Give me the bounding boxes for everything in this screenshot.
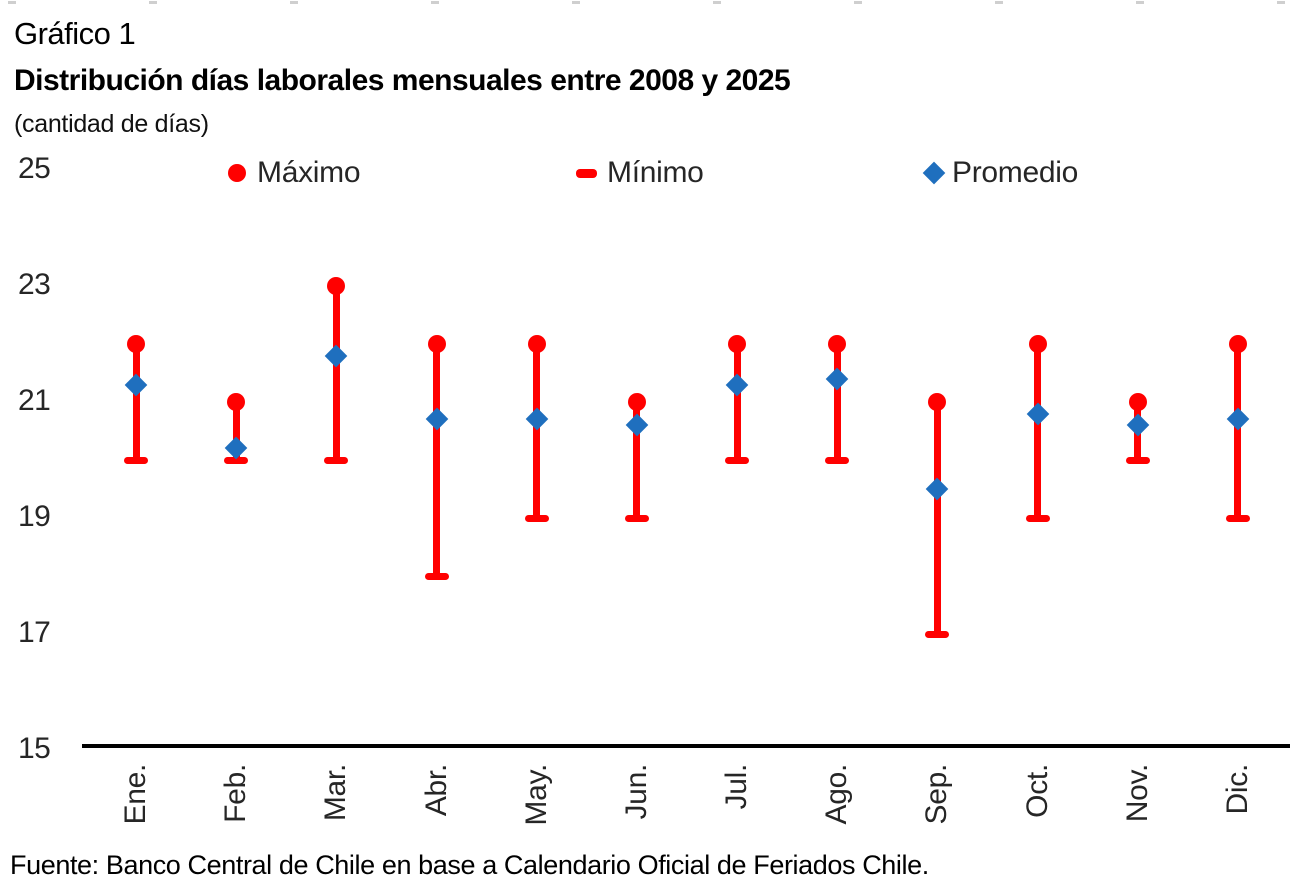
min-dash-icon — [925, 630, 950, 638]
chart-title: Distribución días laborales mensuales en… — [14, 64, 791, 97]
promedio-diamond-icon — [124, 373, 148, 396]
top-dash-mark — [431, 1, 439, 4]
promedio-diamond-icon — [425, 408, 448, 431]
x-axis-line — [82, 744, 1290, 748]
y-axis-tick-label: 15 — [18, 732, 51, 765]
y-axis-tick-label: 17 — [18, 616, 51, 649]
range-stem — [132, 344, 140, 460]
max-dot-icon — [1228, 335, 1247, 353]
promedio-diamond-icon — [926, 477, 949, 501]
max-dot-icon — [828, 335, 847, 353]
y-axis-tick-label: 19 — [18, 500, 51, 533]
range-stem — [332, 286, 340, 460]
x-axis-month-label: Oct. — [1020, 764, 1054, 818]
max-dot-icon — [227, 393, 246, 411]
min-dash-icon — [1025, 514, 1050, 522]
y-axis-tick-label: 25 — [18, 152, 51, 185]
y-axis-tick-label: 21 — [18, 384, 51, 417]
promedio-diamond-icon — [1026, 402, 1049, 425]
legend-maximo-circle-icon — [228, 164, 246, 182]
x-axis-month-label: Jun. — [619, 764, 653, 820]
promedio-diamond-icon — [525, 408, 549, 431]
range-stem — [833, 344, 841, 460]
top-dash-mark — [149, 1, 157, 4]
min-dash-icon — [1125, 456, 1150, 464]
range-stem — [1034, 344, 1042, 518]
figure-label: Gráfico 1 — [14, 16, 136, 51]
min-dash-icon — [825, 456, 850, 464]
max-dot-icon — [627, 393, 646, 411]
promedio-diamond-icon — [325, 344, 348, 367]
top-dash-mark — [1277, 1, 1285, 4]
legend-minimo-dash-icon — [576, 169, 597, 178]
promedio-diamond-icon — [625, 413, 649, 437]
x-axis-month-label: Nov. — [1120, 764, 1154, 823]
range-stem — [232, 402, 240, 460]
x-axis-month-label: May. — [519, 764, 553, 826]
range-stem — [733, 344, 741, 460]
range-stem — [933, 402, 941, 634]
promedio-diamond-icon — [1226, 408, 1250, 431]
legend-item-label: Promedio — [952, 156, 1078, 189]
max-dot-icon — [728, 335, 747, 353]
x-axis-month-label: Mar. — [319, 764, 353, 822]
max-dot-icon — [1128, 393, 1147, 411]
max-dot-icon — [427, 335, 446, 353]
min-dash-icon — [424, 572, 449, 580]
x-axis-month-label: Ene. — [119, 764, 152, 825]
promedio-diamond-icon — [725, 373, 749, 396]
x-axis-month-label: Feb. — [219, 764, 253, 823]
min-dash-icon — [224, 456, 249, 464]
x-axis-month-label: Abr. — [419, 764, 453, 817]
legend-promedio-diamond-icon — [922, 161, 946, 185]
top-dash-mark — [713, 1, 721, 4]
max-dot-icon — [928, 393, 947, 411]
top-dash-mark — [572, 1, 580, 4]
promedio-diamond-icon — [825, 367, 849, 391]
max-dot-icon — [127, 335, 145, 353]
x-axis-month-label: Jul. — [720, 764, 754, 810]
min-dash-icon — [1225, 514, 1250, 522]
y-axis-tick-label: 23 — [18, 268, 51, 301]
top-dash-mark — [995, 1, 1003, 4]
source-note: Fuente: Banco Central de Chile en base a… — [10, 850, 929, 880]
min-dash-icon — [725, 456, 750, 464]
x-axis-month-label: Sep. — [920, 764, 954, 825]
promedio-diamond-icon — [1126, 413, 1150, 437]
x-axis-month-label: Dic. — [1220, 764, 1254, 815]
range-stem — [633, 402, 641, 518]
max-dot-icon — [327, 277, 346, 295]
max-dot-icon — [1028, 335, 1047, 353]
legend-item-label: Mínimo — [607, 156, 704, 189]
top-dash-mark — [8, 1, 16, 4]
min-dash-icon — [324, 456, 349, 464]
max-dot-icon — [527, 335, 546, 353]
min-dash-icon — [624, 514, 649, 522]
min-dash-icon — [124, 456, 148, 464]
top-dash-mark — [1136, 1, 1144, 4]
top-dash-mark — [854, 1, 862, 4]
legend-item-label: Máximo — [257, 156, 361, 189]
chart-units-label: (cantidad de días) — [14, 110, 209, 138]
range-stem — [433, 344, 441, 576]
min-dash-icon — [524, 514, 549, 522]
top-dash-mark — [290, 1, 298, 4]
range-stem — [1234, 344, 1242, 518]
range-stem — [533, 344, 541, 518]
x-axis-month-label: Ago. — [820, 764, 854, 825]
